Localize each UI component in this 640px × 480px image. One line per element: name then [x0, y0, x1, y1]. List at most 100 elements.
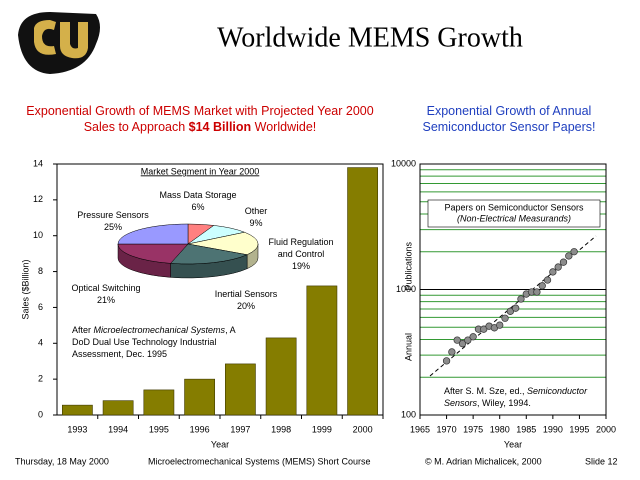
pie-label-value: 9%	[249, 218, 263, 228]
x-tick-label: 1995	[569, 424, 589, 434]
bar	[224, 363, 256, 416]
pie-label: Inertial Sensors 20%	[196, 288, 296, 312]
slide-title: Worldwide MEMS Growth	[217, 22, 523, 53]
text-run: $14 Billion	[188, 120, 252, 134]
data-point	[458, 340, 467, 348]
x-tick-label: 1999	[312, 424, 332, 434]
legend-title: Papers on Semiconductor Sensors	[444, 202, 584, 212]
credit: After S. M. Sze, ed., Semiconductor Sens…	[444, 385, 600, 409]
data-point	[517, 295, 525, 303]
data-point	[464, 336, 472, 344]
pie-label-value: 20%	[236, 301, 255, 311]
x-tick-label: 1990	[543, 424, 563, 434]
data-point	[453, 336, 461, 344]
chart-title: Exponential Growth of MEMS Market with P…	[20, 103, 380, 135]
data-point	[538, 282, 546, 290]
pie-label-name: Other	[244, 206, 268, 216]
x-tick-label: 1997	[230, 424, 250, 434]
footer-date: Thursday, 18 May 2000	[15, 456, 109, 466]
bar	[306, 285, 338, 416]
plot-area	[419, 163, 607, 416]
pie-label-value: 19%	[291, 261, 310, 271]
pie-label-name: Inertial Sensors	[214, 289, 278, 299]
x-tick-label: 1965	[410, 424, 430, 434]
y-tick-label: 2	[38, 374, 43, 384]
text-run: Worldwide!	[251, 120, 317, 134]
y-tick-label: 14	[33, 158, 43, 168]
pie-label-value: 21%	[96, 295, 115, 305]
x-tick-label: 2000	[353, 424, 373, 434]
y-tick-label: 10	[33, 230, 43, 240]
y-tick-label: 6	[38, 302, 43, 312]
y-tick-label: 4	[38, 338, 43, 348]
x-tick-label: 1993	[67, 424, 87, 434]
x-tick-label: 1996	[190, 424, 210, 434]
bar	[102, 400, 134, 416]
pie-label-name: Mass Data Storage	[159, 190, 237, 200]
pie-label: Mass Data Storage 6%	[148, 189, 248, 213]
pie-slice	[187, 231, 259, 255]
footer-copyright: © M. Adrian Michalicek, 2000	[425, 456, 542, 466]
bar	[265, 337, 297, 416]
data-point	[448, 348, 456, 356]
pie-side-shade	[247, 244, 258, 269]
pie-label: Pressure Sensors 25%	[63, 209, 163, 233]
pie-label: Fluid Regulation and Control 19%	[262, 236, 340, 272]
y-tick-label: 8	[38, 266, 43, 276]
y-tick-label: 1000	[396, 284, 416, 294]
y-tick-label: 12	[33, 194, 43, 204]
bar	[347, 167, 379, 416]
pie-label-value: 25%	[103, 222, 122, 232]
credit-box	[440, 384, 600, 411]
text-run: , A DoD Dual Use Technology Industrial A…	[72, 325, 236, 359]
data-point	[570, 248, 578, 256]
pie-label-name: Optical Switching	[71, 283, 141, 293]
pie-label: Optical Switching 21%	[56, 282, 156, 306]
data-point	[469, 333, 477, 341]
legend-subtitle: (Non-Electrical Measurands)	[457, 213, 571, 223]
x-tick-label: 1994	[108, 424, 128, 434]
data-point	[533, 288, 541, 296]
text-run: After S. M. Sze, ed.,	[444, 386, 528, 396]
x-tick-label: 2000	[596, 424, 616, 434]
bar	[143, 389, 175, 416]
pie-title: Market Segment in Year 2000	[141, 166, 260, 176]
pie-label-value: 6%	[191, 202, 205, 212]
logo	[18, 12, 100, 74]
data-point	[565, 252, 573, 260]
x-tick-label: 1970	[437, 424, 457, 434]
data-point	[501, 314, 509, 322]
pie-slice	[170, 243, 248, 265]
pie-label: Other 9%	[226, 205, 286, 229]
footer-course: Microelectromechanical Systems (MEMS) Sh…	[148, 456, 371, 466]
pie-label-name: Fluid Regulation and Control	[268, 237, 334, 259]
data-point	[512, 304, 520, 312]
pie-slice	[117, 243, 189, 264]
data-point	[543, 276, 552, 284]
x-tick-label: 1985	[516, 424, 536, 434]
data-point	[442, 357, 451, 365]
chart-title: Exponential Growth of Annual Semiconduct…	[422, 104, 596, 134]
text-run: , Wiley, 1994.	[477, 398, 531, 408]
text-run: After	[72, 325, 94, 335]
data-point	[554, 263, 562, 271]
footer-slide: Slide 12	[585, 456, 618, 466]
bar	[184, 378, 216, 416]
source-note: After Microelectromechanical Systems, A …	[72, 324, 242, 360]
data-point	[549, 268, 557, 276]
data-point	[559, 258, 568, 266]
data-point	[506, 307, 514, 315]
data-point	[496, 321, 504, 329]
x-tick-label: 1998	[271, 424, 291, 434]
x-axis-label: Year	[504, 439, 522, 449]
x-tick-label: 1980	[490, 424, 510, 434]
pie-slice	[117, 223, 189, 245]
y-axis-label: Annual Publications	[403, 241, 413, 361]
x-tick-label: 1995	[149, 424, 169, 434]
legend-box	[427, 199, 601, 228]
y-tick-label: 10000	[391, 158, 416, 168]
x-tick-label: 1975	[463, 424, 483, 434]
y-tick-label: 0	[38, 409, 43, 419]
